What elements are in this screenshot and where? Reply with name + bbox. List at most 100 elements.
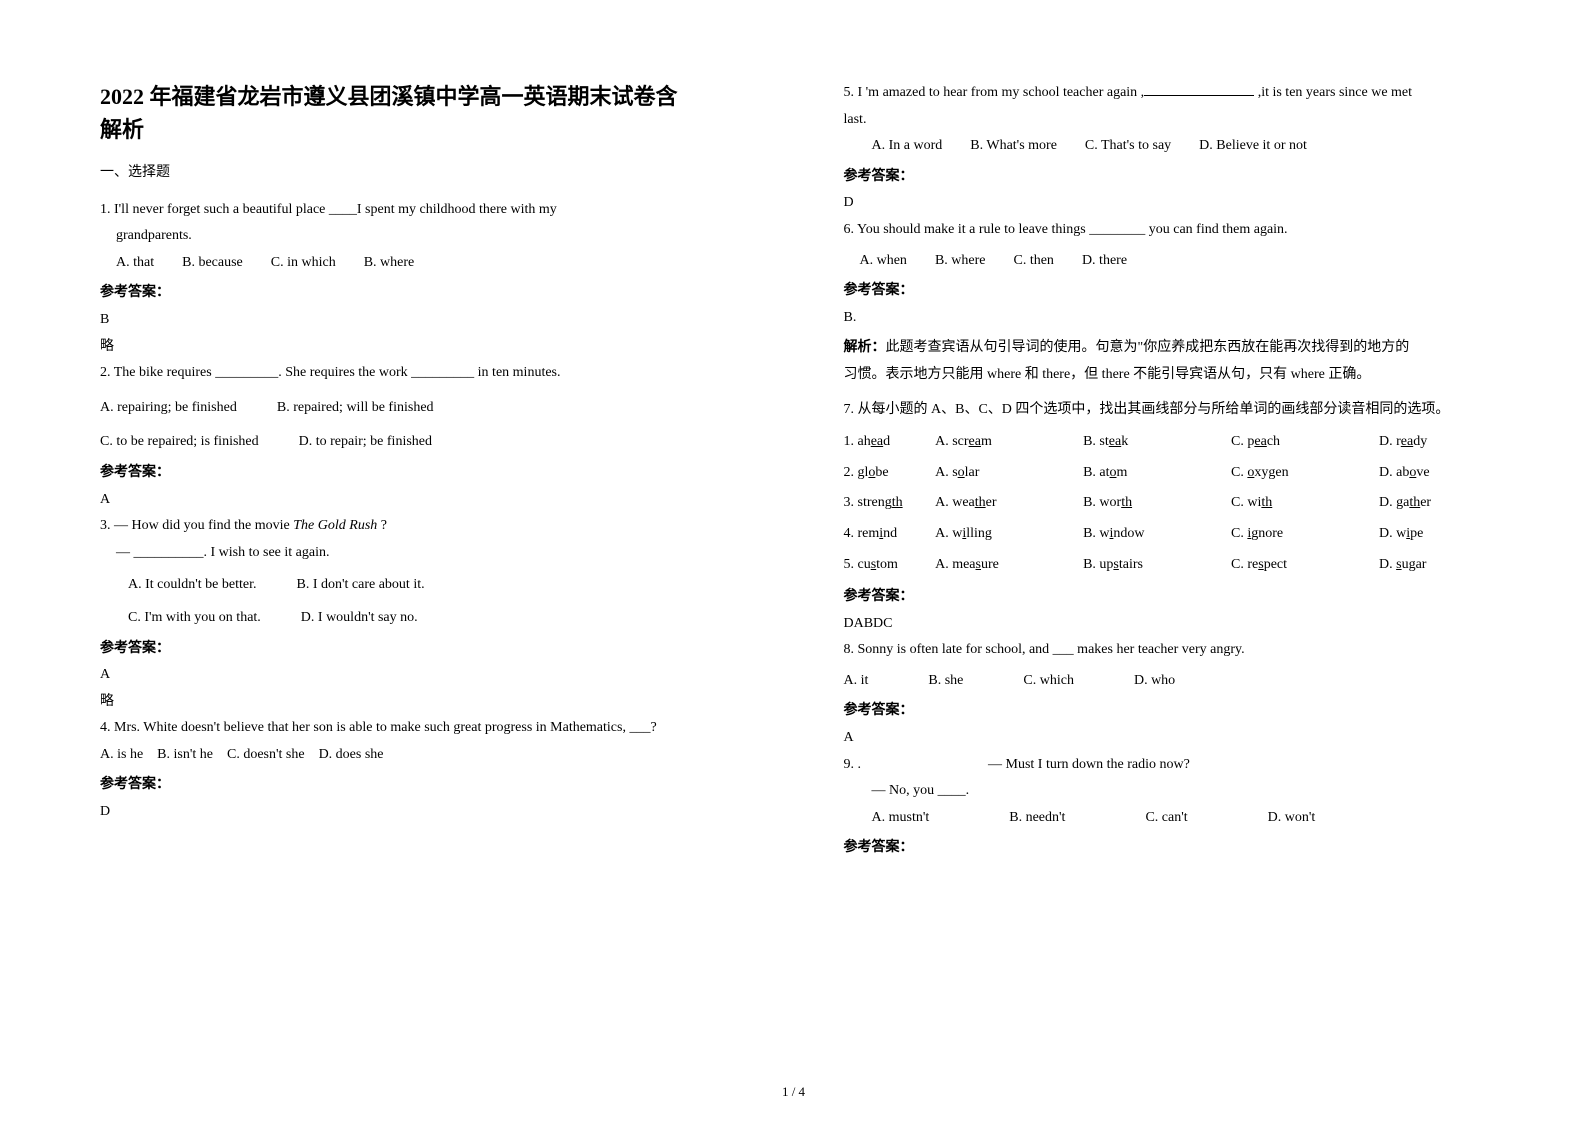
q8-opt-d: D. who bbox=[1134, 668, 1175, 695]
q7-cell: 1. ahead bbox=[844, 427, 936, 458]
q1-options: A. that B. because C. in which B. where bbox=[100, 250, 784, 277]
q6-explanation: 解析：此题考查宾语从句引导词的使用。句意为"你应养成把东西放在能再次找得到的地方… bbox=[844, 335, 1528, 362]
q3-stem-1: 3. — How did you find the movie The Gold… bbox=[100, 513, 784, 540]
q7-cell: B. upstairs bbox=[1083, 550, 1231, 581]
q3-answer-label: 参考答案： bbox=[100, 636, 784, 663]
question-4: 4. Mrs. White doesn't believe that her s… bbox=[100, 715, 784, 768]
q7-answer-label: 参考答案： bbox=[844, 584, 1528, 611]
question-3: 3. — How did you find the movie The Gold… bbox=[100, 513, 784, 631]
q1-answer-label: 参考答案： bbox=[100, 280, 784, 307]
q5-answer: D bbox=[844, 190, 1528, 217]
q7-cell: A. weather bbox=[935, 488, 1083, 519]
q2-opt-b: B. repaired; will be finished bbox=[277, 395, 434, 422]
q6-options: A. when B. where C. then D. there bbox=[844, 248, 1528, 275]
q4-answer: D bbox=[100, 799, 784, 826]
q9-stem-1: 9. . — Must I turn down the radio now? bbox=[844, 752, 1528, 779]
q2-opt-a: A. repairing; be finished bbox=[100, 395, 237, 422]
q3-opt-d: D. I wouldn't say no. bbox=[301, 605, 418, 632]
q2-opt-d: D. to repair; be finished bbox=[299, 429, 432, 456]
q7-cell: 2. globe bbox=[844, 458, 936, 489]
q9-opt-c: C. can't bbox=[1145, 805, 1187, 832]
q7-cell: B. window bbox=[1083, 519, 1231, 550]
q4-answer-label: 参考答案： bbox=[100, 772, 784, 799]
q7-cell: A. solar bbox=[935, 458, 1083, 489]
q7-cell: C. with bbox=[1231, 488, 1379, 519]
q2-answer: A bbox=[100, 487, 784, 514]
q7-phonetics-table: 1. aheadA. screamB. steakC. peachD. read… bbox=[844, 427, 1528, 580]
q6-opt-a: A. when bbox=[860, 248, 907, 275]
q3-opt-a: A. It couldn't be better. bbox=[128, 572, 257, 599]
question-7: 7. 从每小题的 A、B、C、D 四个选项中，找出其画线部分与所给单词的画线部分… bbox=[844, 397, 1528, 581]
q7-stem: 7. 从每小题的 A、B、C、D 四个选项中，找出其画线部分与所给单词的画线部分… bbox=[844, 397, 1528, 424]
q5-opt-d: D. Believe it or not bbox=[1199, 133, 1307, 160]
q8-opt-b: B. she bbox=[928, 668, 963, 695]
q1-stem-1: 1. I'll never forget such a beautiful pl… bbox=[100, 197, 784, 224]
q3-note: 略 bbox=[100, 689, 784, 716]
title-line-2: 解析 bbox=[100, 117, 144, 142]
q3-options-row2: C. I'm with you on that. D. I wouldn't s… bbox=[100, 605, 784, 632]
q3-opt-c: C. I'm with you on that. bbox=[128, 605, 261, 632]
q6-stem: 6. You should make it a rule to leave th… bbox=[844, 217, 1528, 244]
q9-opt-a: A. mustn't bbox=[872, 805, 930, 832]
q7-cell: B. steak bbox=[1083, 427, 1231, 458]
q5-options: A. In a word B. What's more C. That's to… bbox=[844, 133, 1528, 160]
q7-cell: A. measure bbox=[935, 550, 1083, 581]
q9-stem-2: — No, you ____. bbox=[844, 778, 1528, 805]
title-line-1: 2022 年福建省龙岩市遵义县团溪镇中学高一英语期末试卷含 bbox=[100, 84, 678, 109]
q2-answer-label: 参考答案： bbox=[100, 460, 784, 487]
q9-opt-b: B. needn't bbox=[1009, 805, 1065, 832]
q5-opt-c: C. That's to say bbox=[1085, 133, 1171, 160]
q9-opt-d: D. won't bbox=[1268, 805, 1316, 832]
section-1-heading: 一、选择题 bbox=[100, 160, 784, 187]
q1-opt-a: A. that bbox=[116, 250, 154, 277]
q3-options-row1: A. It couldn't be better. B. I don't car… bbox=[100, 572, 784, 599]
q6-opt-c: C. then bbox=[1013, 248, 1053, 275]
q7-cell: D. above bbox=[1379, 458, 1527, 489]
q7-answer: DABDC bbox=[844, 611, 1528, 638]
q4-opt-d: D. does she bbox=[319, 742, 384, 769]
q7-row: 1. aheadA. screamB. steakC. peachD. read… bbox=[844, 427, 1528, 458]
q4-opt-b: B. isn't he bbox=[157, 742, 213, 769]
q7-cell: 4. remind bbox=[844, 519, 936, 550]
q8-options: A. it B. she C. which D. who bbox=[844, 668, 1528, 695]
page-footer: 1 / 4 bbox=[0, 1084, 1587, 1100]
q7-cell: B. worth bbox=[1083, 488, 1231, 519]
q5-answer-label: 参考答案： bbox=[844, 164, 1528, 191]
q7-row: 5. customA. measureB. upstairsC. respect… bbox=[844, 550, 1528, 581]
q3-answer: A bbox=[100, 662, 784, 689]
q7-row: 4. remindA. willingB. windowC. ignoreD. … bbox=[844, 519, 1528, 550]
q4-options: A. is he B. isn't he C. doesn't she D. d… bbox=[100, 742, 784, 769]
question-8: 8. Sonny is often late for school, and _… bbox=[844, 637, 1528, 694]
q4-stem: 4. Mrs. White doesn't believe that her s… bbox=[100, 715, 784, 742]
blank bbox=[1144, 82, 1254, 96]
q7-cell: D. sugar bbox=[1379, 550, 1527, 581]
question-2: 2. The bike requires _________. She requ… bbox=[100, 360, 784, 456]
q6-answer: B. bbox=[844, 305, 1528, 332]
q2-stem: 2. The bike requires _________. She requ… bbox=[100, 360, 784, 387]
q4-opt-a: A. is he bbox=[100, 742, 143, 769]
q1-opt-d: B. where bbox=[364, 250, 415, 277]
q3-opt-b: B. I don't care about it. bbox=[297, 572, 425, 599]
question-5: 5. I 'm amazed to hear from my school te… bbox=[844, 80, 1528, 160]
q7-cell: C. oxygen bbox=[1231, 458, 1379, 489]
q2-options-row1: A. repairing; be finished B. repaired; w… bbox=[100, 395, 784, 422]
question-9: 9. . — Must I turn down the radio now? —… bbox=[844, 752, 1528, 832]
question-1: 1. I'll never forget such a beautiful pl… bbox=[100, 197, 784, 277]
q8-opt-a: A. it bbox=[844, 668, 869, 695]
q3-stem-2: — __________. I wish to see it again. bbox=[100, 540, 784, 567]
q1-note: 略 bbox=[100, 334, 784, 361]
q5-opt-a: A. In a word bbox=[872, 133, 943, 160]
q1-stem-2: grandparents. bbox=[100, 223, 784, 250]
document-title: 2022 年福建省龙岩市遵义县团溪镇中学高一英语期末试卷含 解析 bbox=[100, 80, 784, 146]
q7-cell: C. peach bbox=[1231, 427, 1379, 458]
q7-row: 2. globeA. solarB. atomC. oxygenD. above bbox=[844, 458, 1528, 489]
q5-opt-b: B. What's more bbox=[970, 133, 1057, 160]
q6-opt-b: B. where bbox=[935, 248, 986, 275]
q7-cell: A. scream bbox=[935, 427, 1083, 458]
q2-options-row2: C. to be repaired; is finished D. to rep… bbox=[100, 429, 784, 456]
q7-cell: C. respect bbox=[1231, 550, 1379, 581]
q7-row: 3. strengthA. weatherB. worthC. withD. g… bbox=[844, 488, 1528, 519]
question-6: 6. You should make it a rule to leave th… bbox=[844, 217, 1528, 274]
right-column: 5. I 'm amazed to hear from my school te… bbox=[814, 80, 1528, 1092]
q1-opt-b: B. because bbox=[182, 250, 243, 277]
